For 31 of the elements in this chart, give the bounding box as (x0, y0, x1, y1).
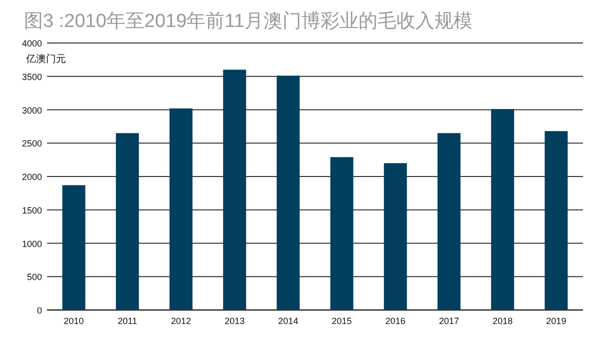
bar (330, 157, 354, 310)
y-tick-label: 3500 (22, 72, 42, 82)
y-axis-title: 亿澳门元 (25, 53, 66, 65)
x-tick-label: 2012 (170, 316, 192, 326)
x-tick-label: 2010 (64, 316, 84, 326)
chart-title: 图3 :2010年至2019年前11月澳门博彩业的毛收入规模 (24, 10, 472, 32)
x-tick-label: 2015 (332, 316, 352, 326)
bar (544, 131, 568, 310)
x-tick-label: 2011 (118, 316, 138, 326)
y-tick-label: 3000 (22, 105, 42, 116)
bar (384, 163, 407, 310)
x-tick-label: 2014 (278, 316, 298, 326)
y-tick-label: 1500 (22, 205, 42, 216)
y-tick-label: 2500 (22, 138, 42, 149)
y-tick-label: 500 (26, 272, 42, 282)
bar (438, 133, 460, 310)
bar (116, 133, 139, 310)
x-tick-label: 2017 (438, 316, 460, 326)
y-tick-label: 2000 (22, 172, 42, 182)
bar (276, 76, 300, 310)
x-tick-label: 2019 (546, 316, 566, 326)
y-tick-label: 0 (36, 306, 42, 316)
bar (62, 185, 86, 310)
bar (223, 70, 246, 310)
y-tick-label: 1000 (22, 238, 42, 249)
y-tick-label: 4000 (22, 38, 42, 48)
x-tick-label: 2016 (385, 316, 406, 326)
bar (491, 109, 514, 310)
x-tick-label: 2013 (224, 316, 245, 326)
bar (170, 108, 192, 310)
x-tick-label: 2018 (492, 316, 513, 326)
